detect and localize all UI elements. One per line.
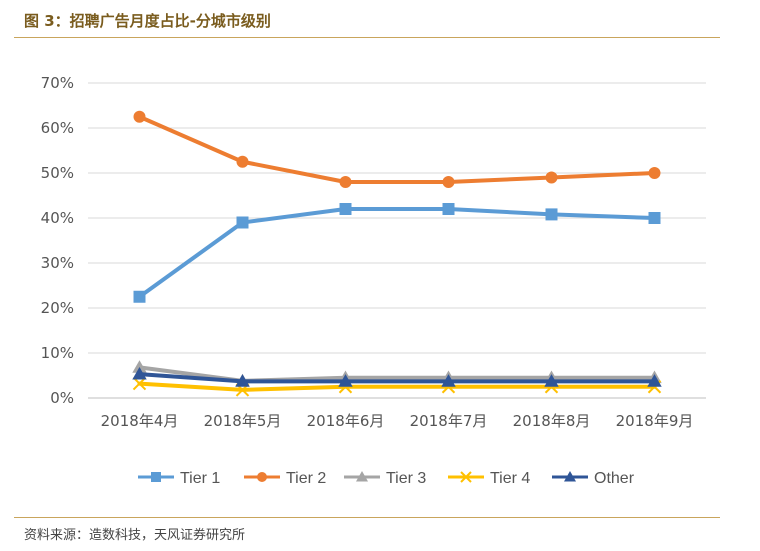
x-tick-label: 2018年5月 (204, 412, 282, 430)
circle-marker (442, 176, 455, 188)
legend-label: Tier 2 (286, 470, 326, 487)
triangle-marker (564, 471, 576, 482)
circle-marker (339, 176, 352, 188)
square-marker (133, 290, 146, 303)
legend-label: Tier 1 (180, 470, 220, 487)
circle-marker (257, 472, 267, 482)
square-marker (648, 212, 661, 224)
x-axis-ticks: 2018年4月 2018年5月 2018年6月 2018年7月 2018年8月 2018年… (101, 412, 694, 430)
y-tick-label: 20% (41, 299, 74, 317)
y-tick-label: 50% (41, 164, 74, 182)
triangle-marker (647, 374, 662, 387)
square-marker (545, 208, 558, 221)
source-note: 资料来源：造数科技，天风证券研究所 (24, 528, 246, 543)
series-line-tier-2 (137, 114, 657, 184)
triangle-marker (235, 374, 250, 387)
triangle-marker (356, 471, 368, 482)
gridlines (88, 82, 706, 399)
triangle-marker (338, 374, 353, 387)
legend-item-tier-3: Tier 3 (344, 470, 426, 487)
x-marker (132, 376, 147, 391)
legend-item-tier-1: Tier 1 (138, 470, 220, 487)
legend-label: Tier 4 (490, 470, 530, 487)
square-marker (236, 216, 249, 229)
x-tick-label: 2018年4月 (101, 412, 179, 430)
x-tick-label: 2018年6月 (307, 412, 385, 430)
circle-marker (236, 155, 249, 168)
legend: Tier 1 Tier 2 Tier 3 Tier 4 Other (138, 470, 635, 487)
figure-title: 图 3：招聘广告月度占比-分城市级别 (24, 12, 271, 30)
triangle-marker (544, 374, 559, 387)
triangle-marker (441, 374, 456, 387)
circle-marker (133, 110, 146, 123)
series-other (132, 366, 662, 387)
triangle-marker (132, 360, 147, 373)
series-tier-1 (133, 203, 661, 303)
circle-marker (648, 167, 661, 179)
square-marker (151, 472, 161, 482)
y-axis-ticks: 0% 10% 20% 30% 40% 50% 60% 70% (41, 74, 74, 407)
legend-item-tier-4: Tier 4 (448, 470, 530, 487)
legend-item-other: Other (552, 470, 635, 487)
legend-label: Other (594, 470, 635, 487)
y-tick-label: 70% (41, 74, 74, 92)
triangle-marker (132, 366, 147, 380)
series-group (132, 110, 662, 397)
y-tick-label: 60% (41, 119, 74, 137)
x-marker (460, 471, 472, 483)
y-tick-label: 0% (50, 389, 74, 407)
x-tick-label: 2018年8月 (513, 412, 591, 430)
series-line-tier-4 (137, 381, 657, 392)
series-line-tier-1 (137, 207, 657, 299)
y-tick-label: 10% (41, 344, 74, 362)
y-tick-label: 30% (41, 254, 74, 272)
x-tick-label: 2018年9月 (616, 412, 694, 430)
legend-item-tier-2: Tier 2 (244, 470, 326, 487)
circle-marker (545, 171, 558, 184)
series-tier-2 (133, 110, 661, 188)
square-marker (339, 203, 352, 215)
square-marker (442, 203, 455, 215)
top-rule (14, 37, 720, 38)
legend-label: Tier 3 (386, 470, 426, 487)
bottom-rule (14, 517, 720, 518)
y-tick-label: 40% (41, 209, 74, 227)
x-tick-label: 2018年7月 (410, 412, 488, 430)
series-line-other (137, 372, 657, 384)
